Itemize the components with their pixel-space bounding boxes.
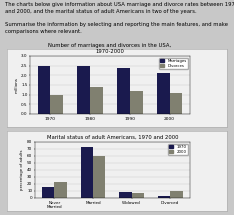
- Bar: [93, 156, 105, 198]
- Bar: [90, 87, 103, 114]
- Legend: Marriages, Divorces: Marriages, Divorces: [159, 58, 188, 69]
- Bar: [81, 147, 93, 198]
- Bar: [42, 187, 55, 198]
- Bar: [170, 93, 182, 114]
- Legend: 1970, 2000: 1970, 2000: [168, 144, 188, 155]
- Y-axis label: percentage of adults: percentage of adults: [20, 150, 24, 190]
- Text: The charts below give information about USA marriage and divorce rates between 1: The charts below give information about …: [5, 2, 234, 34]
- Bar: [117, 68, 130, 114]
- Bar: [158, 196, 170, 198]
- Title: Marital status of adult Americans, 1970 and 2000: Marital status of adult Americans, 1970 …: [47, 135, 178, 140]
- Bar: [55, 182, 67, 198]
- Y-axis label: millions: millions: [14, 77, 18, 93]
- Bar: [130, 91, 143, 114]
- Title: Number of marriages and divorces in the USA,
1970-2000: Number of marriages and divorces in the …: [48, 43, 172, 54]
- Bar: [50, 95, 63, 114]
- Bar: [157, 73, 170, 114]
- Bar: [132, 193, 144, 198]
- Bar: [119, 192, 132, 198]
- Bar: [77, 66, 90, 114]
- Bar: [38, 66, 50, 114]
- Bar: [170, 191, 183, 198]
